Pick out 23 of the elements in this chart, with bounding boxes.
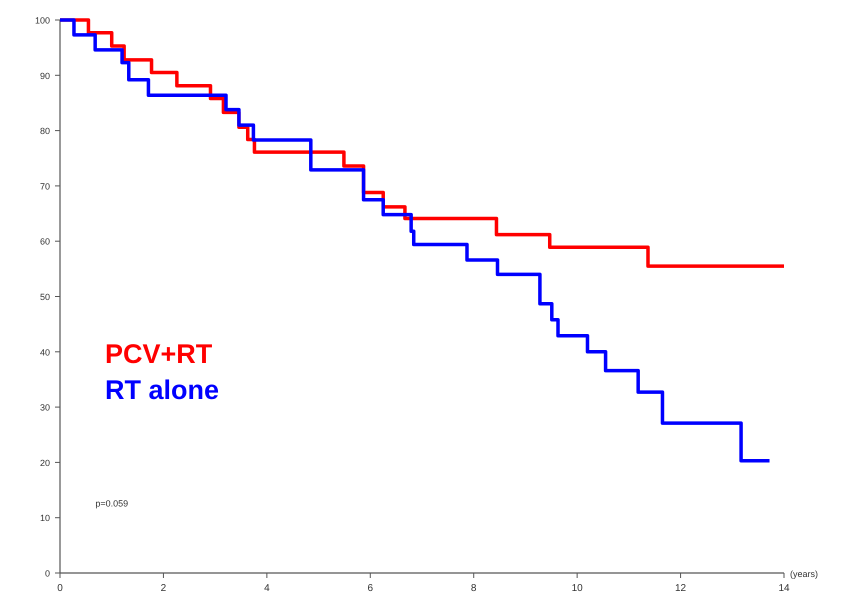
x-tick-label: 12 xyxy=(675,583,687,594)
x-tick-label: 4 xyxy=(264,583,270,594)
y-tick-label: 20 xyxy=(40,458,50,468)
text: RT alone xyxy=(105,374,220,405)
annotation: p=0.059 xyxy=(95,498,128,509)
y-tick-label: 50 xyxy=(40,292,50,302)
y-tick-label: 90 xyxy=(40,70,50,81)
y-tick-label: 0 xyxy=(44,568,50,578)
y-tick-label: 40 xyxy=(40,347,50,358)
x-tick-label: 10 xyxy=(572,583,584,594)
y-tick-label: 30 xyxy=(40,402,50,413)
y-tick-label: 80 xyxy=(40,126,50,136)
x-tick-label: 6 xyxy=(368,583,374,594)
x-tick-label: 8 xyxy=(470,583,477,594)
y-tick-label: 100 xyxy=(34,16,50,26)
y-tick-label: 60 xyxy=(40,236,50,247)
x-tick-label: 2 xyxy=(160,583,167,594)
x-axis-title: (years) xyxy=(790,569,818,579)
x-tick-label: 0 xyxy=(57,583,64,594)
text: PCV+RT xyxy=(105,338,213,369)
y-tick-label: 10 xyxy=(40,513,50,524)
y-tick-label: 70 xyxy=(40,181,50,192)
x-tick-label: 14 xyxy=(778,583,790,594)
